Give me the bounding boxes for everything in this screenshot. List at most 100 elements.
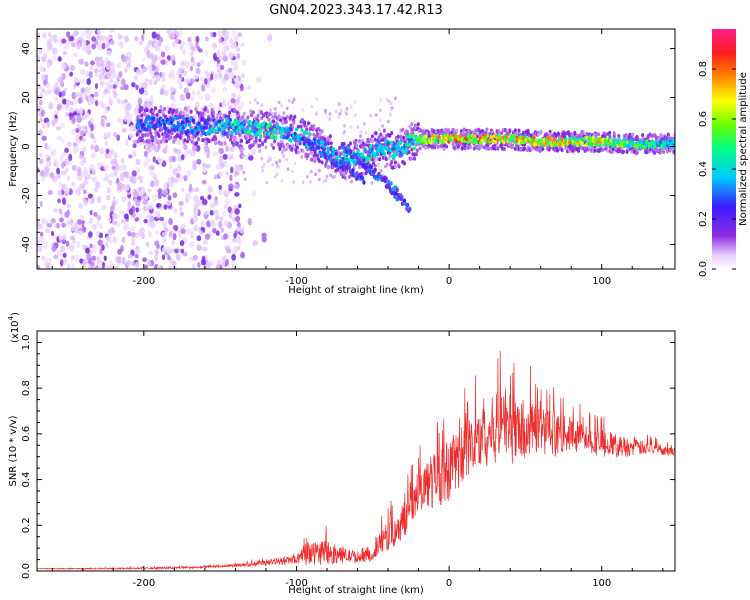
spec-noise-point (106, 60, 112, 68)
spec-noise-point (91, 176, 96, 183)
spec-band-point (217, 127, 222, 132)
spec-noise-point (188, 241, 195, 248)
spec-noise-point (359, 134, 362, 139)
spec-points (37, 29, 675, 269)
spec-noise-point (41, 56, 47, 63)
spec-band-point (404, 147, 408, 152)
spec-noise-point (80, 214, 84, 222)
spec-noise-point (72, 116, 76, 124)
spec-noise-point (61, 73, 66, 81)
spec-noise-point (99, 69, 104, 75)
spec-band-halo (310, 157, 314, 162)
spec-band-halo (251, 135, 255, 140)
spec-band-halo (313, 159, 317, 164)
spec-noise-point (199, 59, 205, 65)
spec-noise-point (218, 134, 223, 141)
spec-noise-point (164, 89, 169, 96)
spec-band-halo (567, 148, 571, 153)
spec-noise-point (134, 253, 139, 259)
spec-band-halo (279, 118, 283, 123)
spec-noise-point (37, 65, 40, 70)
spec-branch-point (395, 187, 399, 193)
spec-noise-point (214, 209, 219, 215)
spec-noise-point (181, 48, 186, 56)
spec-noise-point (267, 34, 273, 42)
spec-noise-point (151, 56, 157, 65)
spec-band-point (183, 123, 187, 128)
spec-noise-point (50, 231, 55, 237)
spec-band-halo (281, 121, 285, 126)
spec-noise-point (109, 173, 115, 178)
spec-noise-point (94, 67, 99, 74)
spec-noise-point (121, 78, 126, 86)
spec-noise-point (116, 256, 122, 264)
spec-noise-point (318, 168, 321, 173)
spec-noise-point (72, 52, 78, 58)
spec-noise-point (167, 195, 172, 201)
spec-band-point (424, 134, 428, 139)
spec-noise-point (81, 137, 86, 143)
spec-noise-point (45, 228, 50, 234)
spec-noise-point (156, 202, 162, 208)
spec-band-point (356, 149, 360, 154)
spec-noise-point (152, 156, 156, 163)
spec-noise-point (108, 264, 113, 269)
spec-noise-point (99, 80, 105, 86)
spec-band-point (289, 127, 293, 132)
spec-noise-point (126, 260, 132, 267)
spec-noise-point (65, 39, 71, 46)
spec-noise-point (144, 89, 149, 96)
spec-band-halo (593, 148, 597, 153)
spec-x-tick-label: 0 (446, 276, 452, 287)
spec-band-point (507, 138, 511, 143)
spec-noise-point (142, 257, 148, 263)
spec-noise-point (239, 226, 245, 234)
spec-noise-point (258, 149, 262, 153)
spec-noise-point (387, 99, 391, 103)
spec-noise-point (196, 62, 201, 68)
spec-noise-point (124, 35, 129, 43)
spec-noise-point (69, 65, 76, 71)
spec-noise-point (51, 244, 57, 252)
spec-noise-point (271, 163, 275, 167)
spec-noise-point (168, 231, 173, 238)
spec-band-halo (203, 107, 207, 112)
spec-noise-point (203, 70, 210, 75)
spec-noise-point (206, 153, 210, 159)
spec-band-halo (258, 143, 262, 148)
spec-noise-point (88, 266, 93, 269)
spec-noise-point (127, 254, 133, 259)
spec-noise-point (48, 89, 52, 95)
spec-band-point (187, 122, 191, 127)
spec-noise-point (173, 248, 179, 254)
spec-band-halo (409, 156, 413, 161)
spec-noise-point (176, 140, 182, 146)
spec-noise-point (339, 108, 343, 113)
spec-noise-point (141, 34, 145, 42)
spec-branch-point (389, 181, 393, 186)
spec-band-halo (523, 146, 527, 151)
spec-noise-point (227, 67, 233, 74)
spec-band-point (143, 120, 147, 125)
spec-noise-point (243, 177, 247, 182)
spec-noise-point (61, 38, 67, 44)
spec-band-point (275, 122, 279, 127)
spec-noise-point (75, 135, 80, 143)
spec-band-halo (373, 137, 377, 142)
spec-band-halo (617, 133, 621, 138)
spec-band-point (389, 140, 393, 145)
spec-band-halo (159, 105, 163, 110)
spec-noise-point (60, 162, 65, 169)
spec-noise-point (194, 74, 199, 80)
spec-noise-point (202, 239, 209, 245)
spec-band-halo (662, 149, 666, 154)
spec-noise-point (343, 129, 346, 134)
spec-branch-point (368, 164, 372, 169)
spec-noise-point (389, 112, 392, 117)
spec-branch-point (361, 162, 365, 168)
spec-noise-point (378, 108, 382, 113)
spec-noise-point (226, 248, 232, 254)
spec-band-halo (513, 146, 517, 151)
spec-noise-point (149, 94, 154, 103)
